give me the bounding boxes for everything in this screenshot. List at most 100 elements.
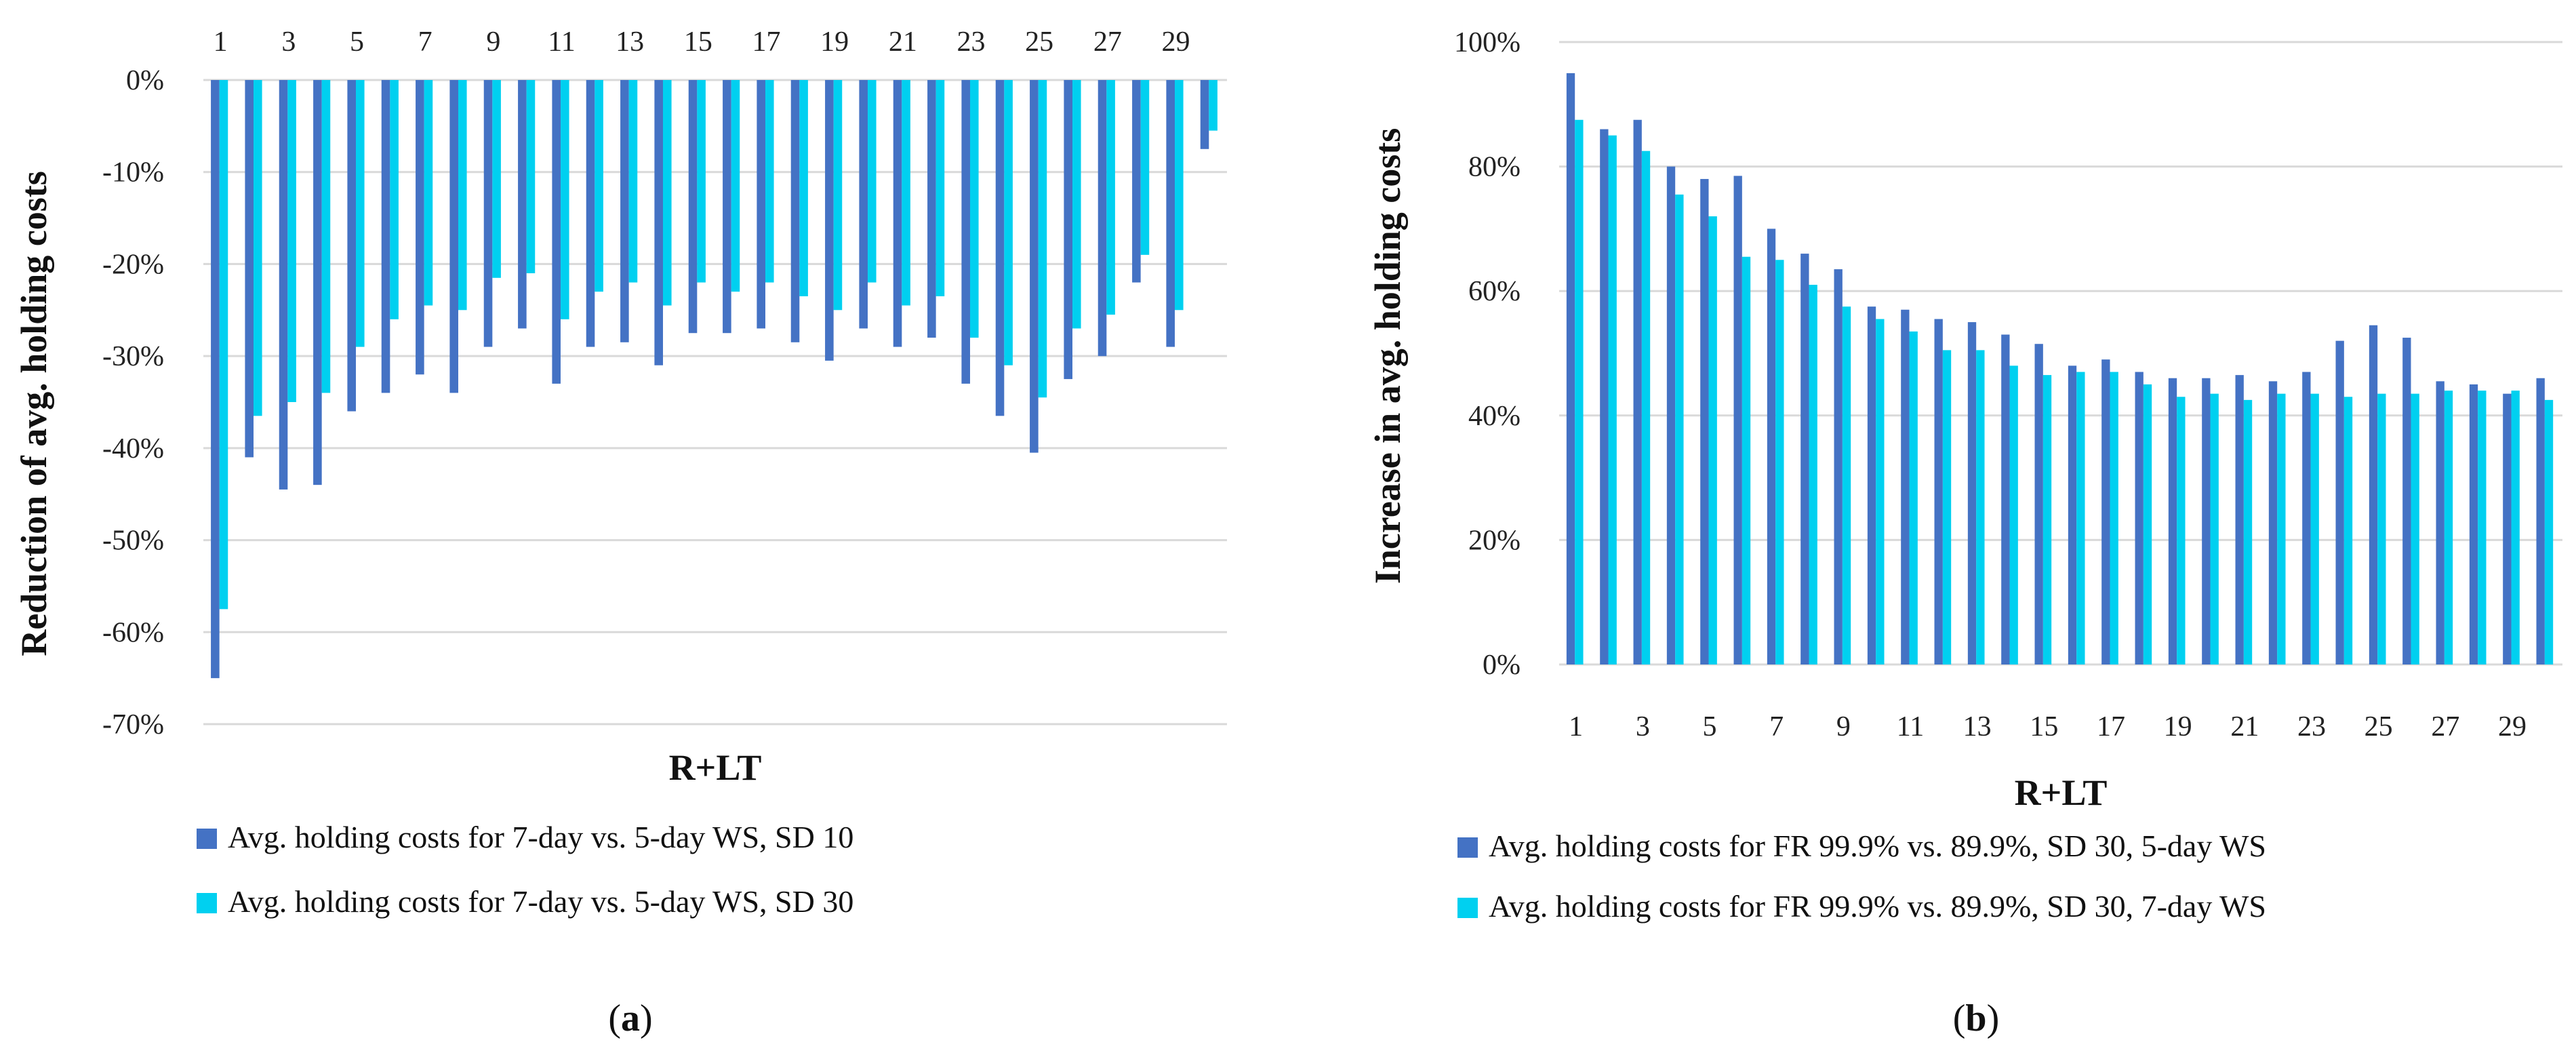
y-tick-label: 60% (1468, 276, 1521, 307)
bar-series1-cat-21 (893, 80, 902, 347)
bar-series2-cat-4 (1675, 194, 1684, 664)
x-tick-label: 13 (1963, 711, 1992, 742)
x-tick-label: 7 (418, 26, 432, 58)
y-tick-label: -30% (102, 341, 164, 372)
x-tick-label: 21 (2230, 711, 2259, 742)
bar-series2-cat-30 (2544, 399, 2554, 664)
bar-series1-cat-5 (1700, 178, 1709, 665)
bar-series2-cat-3 (287, 80, 296, 402)
bar-series2-cat-23 (969, 80, 979, 338)
bar-series2-cat-26 (2411, 393, 2419, 664)
bar-series2-cat-14 (2009, 365, 2018, 664)
bar-series1-cat-22 (2268, 381, 2278, 664)
x-tick-label: 23 (2297, 711, 2326, 742)
bar-series2-cat-12 (595, 80, 603, 292)
bar-series2-cat-7 (1775, 260, 1784, 664)
bar-series2-cat-19 (833, 80, 843, 311)
bar-series2-cat-23 (2310, 393, 2319, 664)
bar-series2-cat-15 (697, 80, 706, 283)
x-axis-title: R+LT (669, 747, 762, 788)
bar-series2-cat-5 (355, 80, 365, 347)
bar-series2-cat-11 (1909, 331, 1918, 664)
x-tick-label: 17 (752, 26, 781, 58)
bar-series2-cat-27 (1106, 80, 1115, 315)
bar-series2-cat-20 (2210, 393, 2219, 664)
bar-series1-cat-20 (859, 80, 868, 329)
bar-series2-cat-30 (1209, 80, 1217, 131)
bar-series2-cat-4 (321, 80, 331, 393)
bar-series1-cat-24 (995, 80, 1005, 416)
bar-series1-cat-10 (518, 80, 527, 329)
bar-series1-cat-2 (245, 80, 254, 458)
bar-series2-cat-17 (2110, 372, 2118, 664)
bar-series1-cat-20 (2202, 378, 2211, 664)
bar-series2-cat-14 (662, 80, 672, 306)
bar-series2-cat-16 (731, 80, 740, 292)
bar-series2-cat-15 (2042, 375, 2052, 664)
bar-series2-cat-21 (2243, 399, 2253, 664)
chart-panel-b: 0%20%40%60%80%100%1 3 5 7 9 11 13 15 17 19 21 23 25 2… (1367, 27, 2562, 1039)
bar-series1-cat-3 (1633, 119, 1642, 664)
bar-series1-cat-16 (2068, 365, 2077, 664)
bar-series1-cat-7 (416, 80, 424, 375)
x-tick-label: 15 (2030, 711, 2058, 742)
x-tick-label: 7 (1769, 711, 1784, 742)
bar-series2-cat-13 (628, 80, 638, 283)
y-tick-label: -40% (102, 433, 164, 464)
bar-series2-cat-29 (1174, 80, 1184, 311)
x-tick-label: 19 (820, 26, 849, 58)
x-tick-label: 1 (214, 26, 228, 58)
y-tick-label: 20% (1468, 525, 1521, 556)
bar-series1-cat-13 (620, 80, 629, 342)
bar-series2-cat-6 (1742, 256, 1751, 665)
bar-series1-cat-29 (2503, 393, 2512, 664)
bar-series1-cat-9 (1834, 269, 1843, 664)
x-tick-label: 27 (1093, 26, 1122, 58)
bar-series2-cat-26 (1072, 80, 1081, 329)
bar-series1-cat-27 (1098, 80, 1107, 357)
y-tick-label: 100% (1454, 27, 1521, 58)
bar-series1-cat-17 (757, 80, 765, 329)
bar-series1-cat-10 (1867, 306, 1876, 664)
bar-series2-cat-27 (2444, 391, 2453, 664)
bar-series2-cat-28 (2478, 391, 2487, 664)
bar-series1-cat-23 (961, 80, 970, 384)
chart-panel-a: 0%-10%-20%-30%-40%-50%-60%-70%1 3 5 7 9 11 13 1… (14, 26, 1227, 1039)
y-axis-title: Reduction of avg. holding costs (14, 171, 54, 656)
panel-caption: (a) (608, 997, 652, 1039)
y-tick-label: -10% (102, 157, 164, 188)
x-tick-label: 11 (548, 26, 575, 58)
bar-series1-cat-14 (654, 80, 663, 365)
x-tick-label: 9 (1836, 711, 1851, 742)
bar-series1-cat-3 (279, 80, 288, 490)
x-tick-label: 1 (1569, 711, 1583, 742)
y-tick-label: 0% (1483, 650, 1521, 681)
y-tick-label: -50% (102, 525, 164, 557)
x-tick-label: 9 (486, 26, 500, 58)
bar-series1-cat-24 (2335, 340, 2344, 664)
bar-series2-cat-25 (1038, 80, 1047, 398)
bar-series2-cat-6 (390, 80, 399, 319)
bar-series1-cat-11 (552, 80, 561, 384)
bar-series1-cat-8 (1800, 254, 1809, 664)
bar-series1-cat-5 (347, 80, 356, 412)
panel-caption-letter: b (1965, 997, 1986, 1039)
y-tick-label: 0% (126, 65, 164, 96)
legend-swatch-series1 (1457, 837, 1478, 858)
bar-series1-cat-18 (2135, 372, 2144, 664)
bar-series2-cat-9 (1842, 306, 1851, 664)
x-tick-label: 29 (2498, 711, 2527, 742)
bar-series1-cat-30 (1200, 80, 1209, 149)
bar-series2-cat-2 (253, 80, 262, 416)
bar-series2-cat-20 (867, 80, 877, 283)
bar-series1-cat-12 (1934, 319, 1943, 664)
y-tick-label: -70% (102, 709, 164, 740)
bar-series2-cat-28 (1140, 80, 1150, 255)
bar-series1-cat-1 (211, 80, 220, 679)
bar-series2-cat-9 (492, 80, 501, 278)
panel-caption-letter: a (621, 997, 640, 1039)
legend-swatch-series1 (197, 829, 217, 849)
legend-swatch-series2 (197, 893, 217, 913)
bar-series2-cat-16 (2076, 372, 2085, 664)
